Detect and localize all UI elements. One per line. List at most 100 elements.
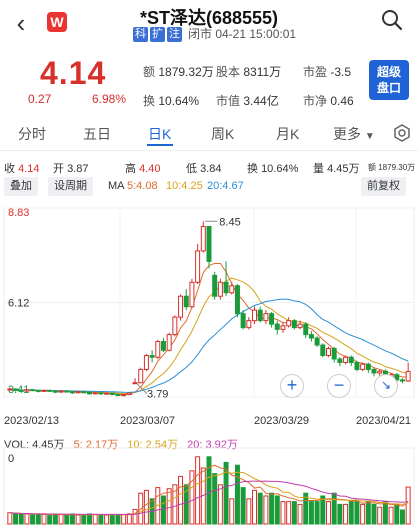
tab-five-day[interactable]: 五日: [83, 126, 111, 142]
volume-bar: [252, 489, 258, 525]
volume-bar: [326, 501, 331, 525]
volume-bar: [212, 473, 218, 525]
candle: [320, 344, 326, 357]
candle: [195, 250, 201, 283]
volume-bar: [405, 486, 411, 525]
candle: [200, 225, 206, 252]
volume-bar: [360, 503, 366, 525]
volume-bar: [399, 509, 405, 525]
candle: [109, 392, 115, 396]
candle: [269, 313, 275, 325]
stock-title: *ST泽达(688555): [139, 8, 279, 28]
tab-weekly-k[interactable]: 周K: [211, 126, 235, 142]
candle: [143, 355, 149, 370]
candle: [297, 323, 303, 329]
zoom-out-button[interactable]: −: [327, 374, 351, 398]
adjust-mode-button[interactable]: 前复权: [361, 177, 406, 196]
volume-bar: [18, 513, 24, 525]
price-change: 0.27: [28, 92, 52, 106]
zoom-in-button[interactable]: +: [280, 374, 304, 398]
super-orderbook-button[interactable]: 超级 盘口: [369, 60, 409, 100]
candle: [58, 390, 64, 393]
caret-down-icon: ▼: [364, 131, 375, 142]
volume-bar: [172, 484, 178, 525]
ma5-value: 5:4.08: [127, 180, 158, 192]
volume-bar: [13, 512, 19, 525]
gear-icon[interactable]: [393, 124, 411, 142]
search-icon[interactable]: [380, 8, 404, 32]
candle: [178, 295, 184, 318]
candle: [212, 274, 218, 297]
volume-bar: [348, 501, 354, 525]
candle: [337, 358, 343, 363]
volume-bar: [92, 513, 98, 525]
candle: [18, 389, 24, 392]
kline-chart[interactable]: 8.836.123.418.453.79: [0, 200, 418, 414]
volume-bar: [75, 514, 81, 525]
candle: [132, 382, 138, 385]
stat-pe: 市盈 -3.5: [303, 65, 352, 79]
info-high: 高 4.40: [125, 163, 161, 175]
volume-bar: [178, 475, 184, 525]
volume-bar: [7, 512, 13, 525]
scroll-to-latest-icon[interactable]: ↘: [374, 374, 398, 398]
candle: [121, 394, 127, 397]
candle: [343, 356, 349, 363]
candle: [126, 392, 132, 396]
volume-bar: [320, 495, 326, 525]
volume-bar: [257, 492, 263, 525]
volume-bar: [286, 501, 292, 525]
candle: [115, 394, 121, 397]
candle: [47, 389, 53, 392]
candle: [160, 341, 166, 351]
tab-intraday[interactable]: 分时: [18, 126, 46, 142]
candle: [172, 316, 178, 336]
candle: [98, 392, 104, 395]
volume-bar: [52, 513, 58, 525]
tab-more[interactable]: 更多 ▼: [333, 124, 375, 144]
candle: [326, 348, 331, 357]
candle: [138, 368, 144, 384]
overlay-button[interactable]: 叠加: [4, 177, 38, 196]
volume-bar: [246, 498, 252, 525]
candle: [257, 309, 263, 322]
y-tick-label: 8.83: [8, 207, 29, 219]
volume-ma20-line: [9, 480, 409, 516]
volume-bar: [104, 514, 110, 525]
volume-bar: [377, 506, 383, 525]
stat-pb: 市净 0.46: [303, 94, 354, 108]
info-open: 开 3.87: [53, 163, 89, 175]
candle: [35, 389, 41, 392]
volume-bar: [234, 464, 240, 525]
y-tick-label: 6.12: [8, 298, 29, 310]
volume-bar: [388, 506, 394, 525]
volume-bar: [24, 513, 30, 525]
volume-bar: [365, 501, 371, 525]
volume-bar: [206, 456, 212, 525]
volume-bar: [30, 514, 36, 525]
set-period-button[interactable]: 设周期: [48, 177, 93, 196]
candle: [252, 309, 258, 322]
ma10-value: 10:4.25: [166, 180, 203, 192]
candle: [371, 368, 377, 374]
stat-turnover-amount: 额 1879.32万: [143, 65, 214, 79]
candle: [377, 370, 383, 374]
volume-bar: [371, 503, 377, 525]
back-icon[interactable]: ‹: [16, 8, 26, 38]
current-price: 4.14: [40, 55, 107, 91]
low-marker-line: [136, 383, 148, 395]
volume-bar: [41, 513, 47, 525]
tab-monthly-k[interactable]: 月K: [276, 126, 300, 142]
volume-bar: [297, 503, 303, 525]
candle: [69, 391, 75, 394]
candle: [348, 356, 354, 363]
volume-bar: [343, 503, 349, 525]
x-tick-label: 2023/02/13: [4, 415, 60, 427]
candle: [217, 281, 223, 297]
volume-bar: [87, 513, 92, 525]
tab-daily-k[interactable]: 日K: [148, 126, 172, 142]
super-orderbook-label-1: 超级: [376, 65, 401, 79]
volume-bar: [183, 484, 189, 525]
candle: [41, 389, 47, 392]
info-low: 低 3.84: [186, 163, 222, 175]
